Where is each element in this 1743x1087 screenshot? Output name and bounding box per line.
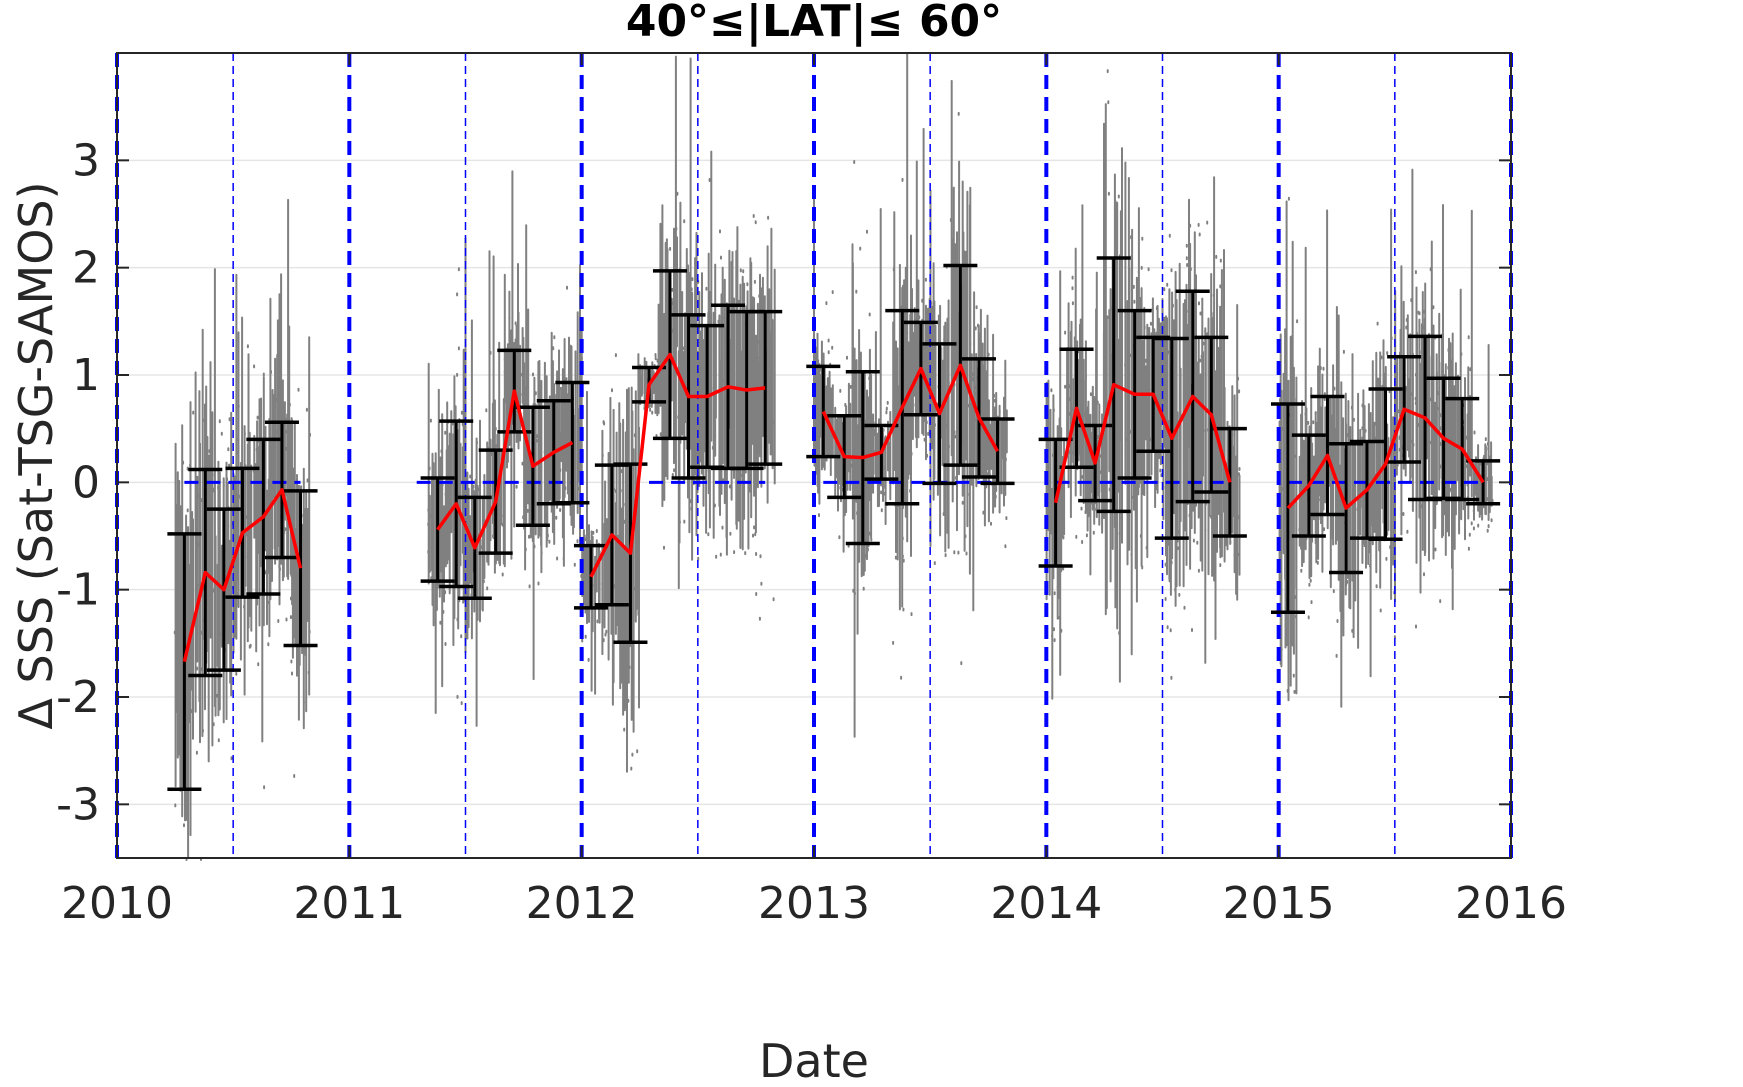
y-tick-label: 0	[72, 457, 100, 508]
x-tick-label: 2015	[1223, 878, 1335, 929]
mean-line-2	[589, 352, 766, 578]
x-tick-label: 2012	[526, 878, 638, 929]
x-tick-label: 2011	[293, 878, 405, 929]
chart-title: 40°≤|LAT|≤ 60°	[626, 0, 1002, 47]
y-tick-label: -1	[56, 565, 100, 616]
y-tick-label: -3	[56, 779, 100, 830]
error-bar	[1212, 426, 1247, 538]
y-tick-label: 1	[72, 350, 100, 401]
y-tick-label: 3	[72, 135, 100, 186]
y-tick-label: 2	[72, 243, 100, 294]
y-axis-label: Δ SSS (Sat-TSG-SAMOS)	[9, 181, 63, 729]
x-tick-label: 2016	[1455, 878, 1567, 929]
axis-ticks: 2010 2011 2012 2013 2014 2015 2016 -3 -2 -1 0 1 2 3	[56, 53, 1567, 929]
mean-line-3	[821, 363, 1000, 460]
error-bar	[806, 364, 841, 459]
error-bar	[1038, 437, 1073, 568]
mean-lines	[182, 352, 1485, 662]
error-bar	[748, 309, 783, 466]
error-bar	[283, 489, 318, 648]
error-bar	[980, 417, 1015, 486]
error-bar	[1466, 459, 1501, 506]
mean-line-1	[436, 389, 574, 550]
mean-line-5	[1286, 407, 1485, 510]
x-tick-label: 2013	[758, 878, 870, 929]
y-tick-label: -2	[56, 672, 100, 723]
mean-line-4	[1053, 382, 1232, 504]
error-bar	[573, 543, 608, 610]
error-bar	[1270, 402, 1305, 614]
x-axis-label: Date	[759, 1034, 869, 1087]
x-tick-label: 2010	[61, 878, 173, 929]
mean-line-0	[182, 488, 303, 662]
x-tick-label: 2014	[990, 878, 1102, 929]
